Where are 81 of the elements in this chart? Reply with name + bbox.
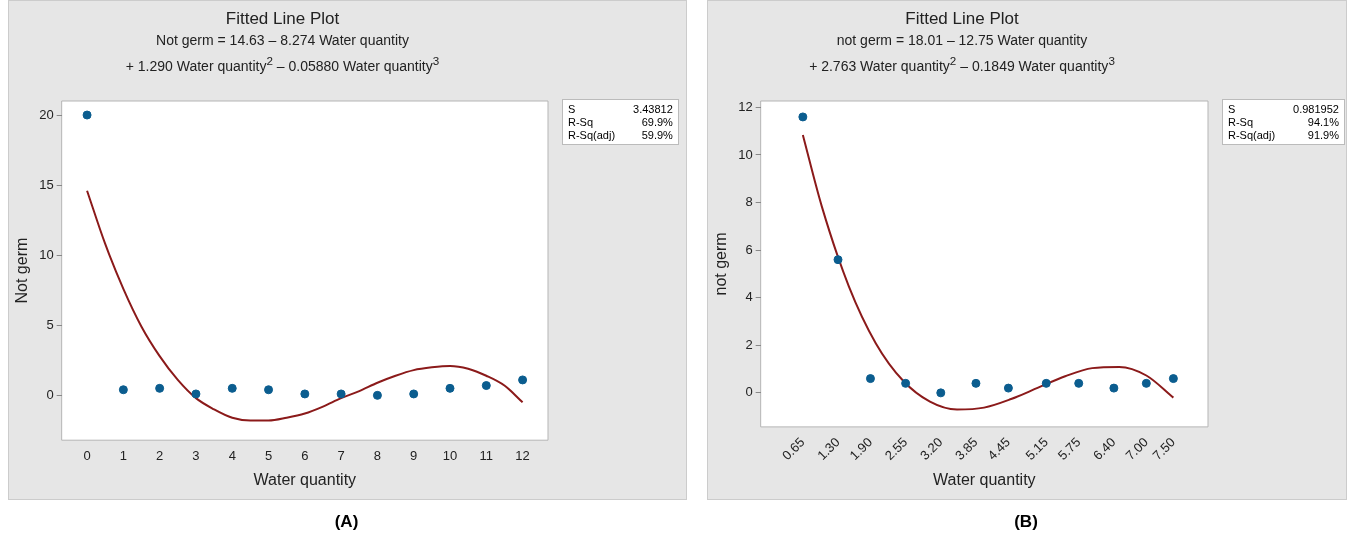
point bbox=[118, 385, 128, 395]
point bbox=[445, 383, 455, 393]
point bbox=[155, 383, 165, 393]
text: 3.43812 bbox=[633, 103, 673, 115]
point bbox=[901, 378, 911, 388]
x-tick-label: 6 bbox=[301, 447, 309, 463]
y-tick-label: 10 bbox=[738, 146, 753, 162]
text: R-Sq bbox=[1228, 116, 1255, 128]
x-tick-label: 2 bbox=[156, 447, 164, 463]
text: 94.1% bbox=[1306, 116, 1339, 128]
x-tick-label: 7.50 bbox=[1149, 434, 1179, 463]
chart-subtitle: Not germ = 14.63 – 8.274 Water quantity + 1.290 Water quantity$^{2}$ – 0.05880 Water quantity$^{3}$ bbox=[124, 32, 441, 75]
point bbox=[1074, 378, 1084, 388]
point bbox=[798, 112, 808, 122]
y-tick-label: 0 bbox=[745, 384, 753, 400]
chart-subtitle: not germ = 18.01 – 12.75 Water quantity + 2.763 Water quantity$^{2}$ – 0.1849 Water quantity$^{3}$ bbox=[808, 32, 1116, 75]
point bbox=[1003, 383, 1013, 393]
x-tick-label: 1 bbox=[119, 447, 127, 463]
x-tick-label: 7.00 bbox=[1122, 434, 1151, 463]
point bbox=[833, 255, 843, 265]
x-tick-label: 11 bbox=[479, 447, 494, 463]
text: 91.9% bbox=[1306, 129, 1339, 141]
y-tick-label: 20 bbox=[39, 106, 54, 122]
point bbox=[336, 389, 346, 399]
x-tick-label: 10 bbox=[442, 447, 458, 463]
line-series bbox=[801, 134, 1175, 411]
point bbox=[865, 374, 875, 384]
x-tick-label: 9 bbox=[410, 447, 418, 463]
chart-title: Fitted Line Plot bbox=[904, 9, 1020, 29]
point bbox=[191, 389, 201, 399]
x-tick-label: 1.30 bbox=[814, 434, 843, 463]
point bbox=[936, 388, 946, 398]
y-tick-label: 4 bbox=[745, 289, 753, 305]
x-tick-label: 4.45 bbox=[984, 434, 1014, 463]
x-tick-label: 3.20 bbox=[916, 434, 946, 463]
x-tick-label: 7 bbox=[337, 447, 345, 463]
line-series bbox=[86, 189, 524, 422]
text: S bbox=[568, 103, 577, 115]
point bbox=[82, 110, 92, 120]
text: R-Sq(adj) bbox=[1228, 129, 1276, 141]
text: (B) bbox=[1013, 512, 1039, 532]
x-tick-label: 12 bbox=[515, 447, 530, 463]
point bbox=[971, 378, 981, 388]
y-tick-label: 6 bbox=[745, 241, 753, 257]
x-tick-label: 5 bbox=[264, 447, 273, 463]
x-axis-title: Water quantity bbox=[253, 470, 357, 488]
y-axis-title: Not germ bbox=[13, 237, 31, 304]
x-tick-label: 1.90 bbox=[846, 434, 876, 463]
point bbox=[1041, 378, 1051, 388]
point bbox=[409, 389, 419, 399]
x-tick-label: 4 bbox=[228, 447, 236, 463]
point bbox=[1168, 374, 1178, 384]
x-tick-label: 0 bbox=[83, 447, 91, 463]
point bbox=[227, 383, 237, 393]
text: 0.981952 bbox=[1293, 103, 1339, 115]
y-tick-label: 15 bbox=[39, 176, 54, 192]
y-tick-label: 0 bbox=[46, 386, 54, 402]
point bbox=[300, 389, 310, 399]
y-tick-label: 2 bbox=[745, 336, 753, 352]
point bbox=[372, 390, 382, 400]
text: R-Sq bbox=[568, 116, 595, 128]
y-tick-label: 12 bbox=[738, 99, 753, 114]
x-tick-label: 3 bbox=[192, 447, 200, 463]
point bbox=[1109, 383, 1119, 393]
y-tick-label: 10 bbox=[39, 246, 54, 262]
x-axis-title: Water quantity bbox=[933, 470, 1036, 488]
text: 59.9% bbox=[640, 129, 673, 141]
point bbox=[1141, 378, 1151, 388]
text: S bbox=[1228, 103, 1237, 115]
text: R-Sq(adj) bbox=[568, 129, 616, 141]
text: 69.9% bbox=[640, 116, 673, 128]
point bbox=[264, 385, 274, 395]
point bbox=[518, 375, 528, 385]
y-axis-title: not germ bbox=[712, 232, 730, 296]
y-tick-label: 8 bbox=[745, 194, 753, 210]
text: (A) bbox=[333, 512, 360, 532]
chart-title: Fitted Line Plot bbox=[224, 9, 341, 29]
x-tick-label: 8 bbox=[373, 447, 382, 463]
point bbox=[481, 381, 491, 391]
x-tick-label: 6.40 bbox=[1090, 434, 1119, 463]
y-tick-label: 5 bbox=[46, 316, 54, 332]
